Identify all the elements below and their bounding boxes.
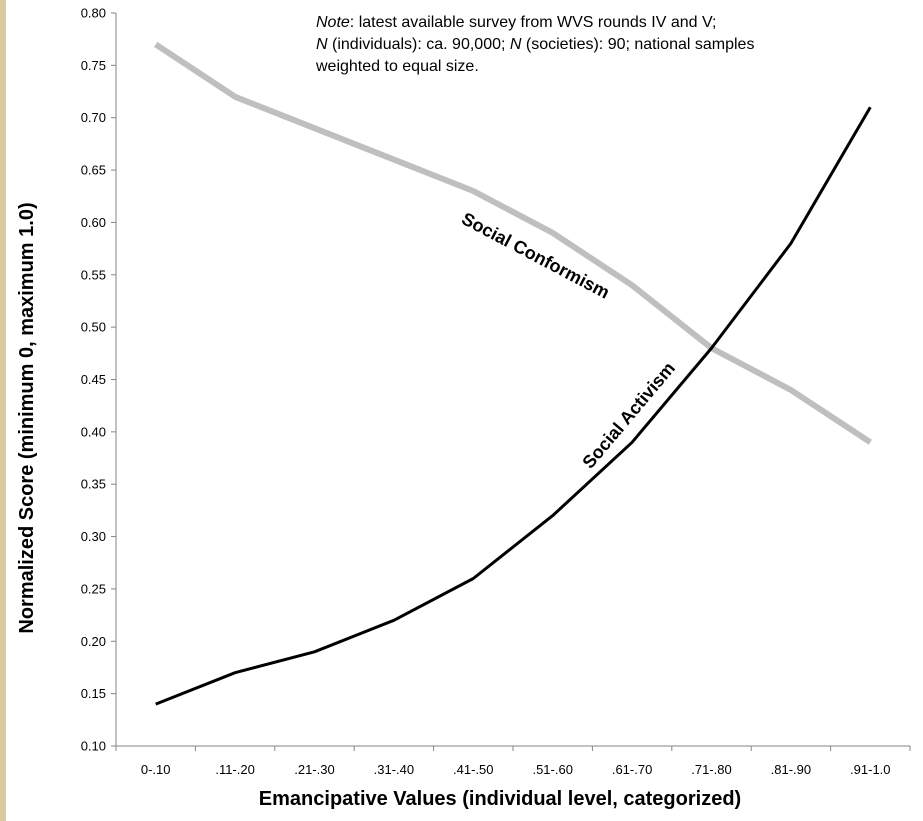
x-tick-label: .51-.60 bbox=[532, 762, 572, 777]
note-n-symbol: N bbox=[509, 36, 522, 53]
y-tick-label: 0.50 bbox=[81, 320, 106, 335]
y-axis-ticks: 0.10 0.15 0.20 0.25 0.30 0.35 0.40 0.45 0.50 0.55… bbox=[81, 6, 116, 754]
note-label: Note bbox=[316, 14, 350, 31]
x-tick-label: .61-.70 bbox=[612, 762, 652, 777]
series-line-social-activism bbox=[155, 106, 872, 706]
y-tick-label: 0.10 bbox=[81, 739, 106, 754]
series-lines bbox=[154, 41, 872, 706]
note-line-2: N (individuals): ca. 90,000; N (societie… bbox=[316, 34, 916, 56]
y-tick-label: 0.40 bbox=[81, 424, 106, 439]
x-axis-title: Emancipative Values (individual level, c… bbox=[259, 788, 741, 810]
y-tick-label: 0.60 bbox=[81, 215, 106, 230]
y-tick-label: 0.65 bbox=[81, 163, 106, 178]
y-tick-label: 0.35 bbox=[81, 477, 106, 492]
y-axis-title: Normalized Score (minimum 0, maximum 1.0… bbox=[16, 202, 38, 633]
y-tick-label: 0.70 bbox=[81, 110, 106, 125]
y-tick-label: 0.25 bbox=[81, 581, 106, 596]
note-text: (individuals): ca. 90,000; bbox=[327, 36, 510, 53]
axes bbox=[115, 13, 910, 747]
y-tick-label: 0.45 bbox=[81, 372, 106, 387]
x-tick-label: 0-.10 bbox=[141, 762, 171, 777]
x-axis-ticks: 0-.10 .11-.20 .21-.30 .31-.40 .41-.50 .51-.60… bbox=[115, 746, 911, 777]
y-tick-label: 0.80 bbox=[81, 6, 106, 21]
x-tick-label: .41-.50 bbox=[453, 762, 493, 777]
note-line-1: Note: latest available survey from WVS r… bbox=[316, 12, 916, 34]
y-tick-label: 0.30 bbox=[81, 529, 106, 544]
x-tick-label: .31-.40 bbox=[374, 762, 414, 777]
series-label-social-activism: Social Activism bbox=[578, 358, 679, 472]
x-tick-label: .21-.30 bbox=[294, 762, 334, 777]
note-n-symbol: N bbox=[316, 36, 328, 53]
x-tick-label: .81-.90 bbox=[771, 762, 811, 777]
x-tick-label: .11-.20 bbox=[215, 762, 255, 777]
series-line-social-conformism bbox=[154, 41, 872, 445]
survey-note: Note: latest available survey from WVS r… bbox=[316, 12, 916, 78]
y-tick-label: 0.15 bbox=[81, 686, 106, 701]
y-tick-label: 0.55 bbox=[81, 267, 106, 282]
y-tick-label: 0.20 bbox=[81, 634, 106, 649]
note-text: (societies): 90; national samples bbox=[521, 36, 755, 53]
x-tick-label: .71-.80 bbox=[691, 762, 731, 777]
window-edge bbox=[0, 0, 6, 821]
y-tick-label: 0.75 bbox=[81, 58, 106, 73]
x-tick-label: .91-1.0 bbox=[850, 762, 890, 777]
note-text: : latest available survey from WVS round… bbox=[349, 14, 717, 31]
note-line-3: weighted to equal size. bbox=[316, 58, 479, 75]
